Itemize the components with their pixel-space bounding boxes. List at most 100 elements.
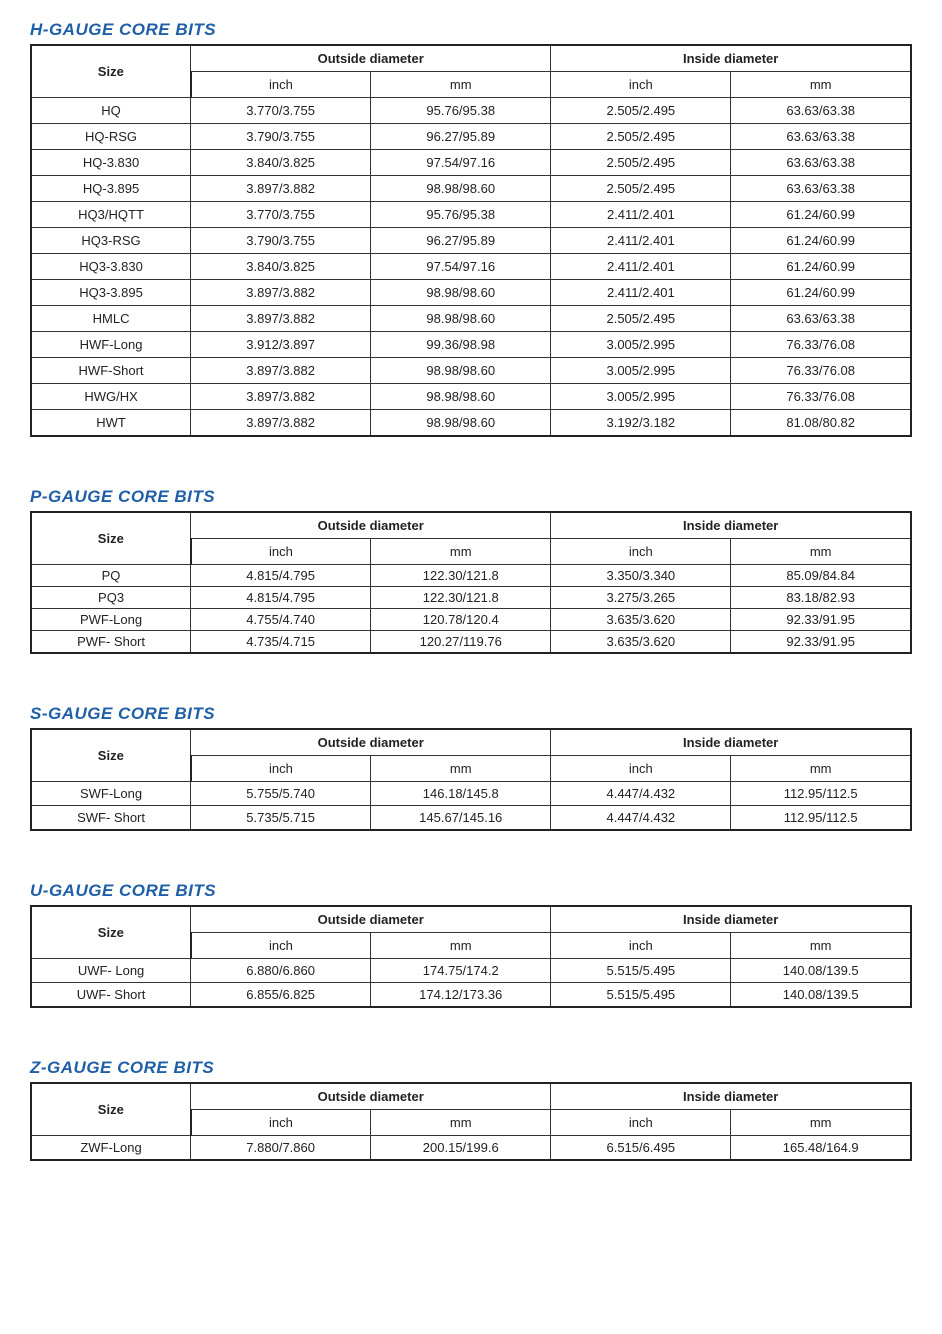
table-cell: 165.48/164.9 bbox=[731, 1136, 911, 1161]
table-row: HQ3-RSG3.790/3.75596.27/95.892.411/2.401… bbox=[31, 228, 911, 254]
table-cell: 2.411/2.401 bbox=[551, 280, 731, 306]
table-cell: 3.635/3.620 bbox=[551, 631, 731, 654]
table-cell: SWF- Short bbox=[31, 806, 191, 831]
col-header-size: Size bbox=[31, 906, 191, 959]
table-cell: HQ3-3.830 bbox=[31, 254, 191, 280]
table-cell: HQ-RSG bbox=[31, 124, 191, 150]
table-cell: 2.505/2.495 bbox=[551, 98, 731, 124]
table-cell: 5.515/5.495 bbox=[551, 983, 731, 1008]
table-cell: 83.18/82.93 bbox=[731, 587, 911, 609]
table-cell: 3.192/3.182 bbox=[551, 410, 731, 437]
table-cell: 145.67/145.16 bbox=[371, 806, 551, 831]
table-cell: PQ3 bbox=[31, 587, 191, 609]
table-cell: PQ bbox=[31, 565, 191, 587]
table-row: HWF-Long3.912/3.89799.36/98.983.005/2.99… bbox=[31, 332, 911, 358]
col-subheader-inch: inch bbox=[551, 756, 731, 782]
table-row: HWF-Short3.897/3.88298.98/98.603.005/2.9… bbox=[31, 358, 911, 384]
col-header-inside: Inside diameter bbox=[551, 729, 911, 756]
table-row: HWT3.897/3.88298.98/98.603.192/3.18281.0… bbox=[31, 410, 911, 437]
table-cell: 81.08/80.82 bbox=[731, 410, 911, 437]
table-cell: 4.447/4.432 bbox=[551, 806, 731, 831]
table-cell: 63.63/63.38 bbox=[731, 306, 911, 332]
col-subheader-mm: mm bbox=[731, 539, 911, 565]
section-4: Z-GAUGE CORE BITSSizeOutside diameterIns… bbox=[30, 1058, 912, 1161]
col-subheader-inch: inch bbox=[191, 933, 371, 959]
table-cell: 3.635/3.620 bbox=[551, 609, 731, 631]
table-cell: 200.15/199.6 bbox=[371, 1136, 551, 1161]
table-cell: 4.755/4.740 bbox=[191, 609, 371, 631]
table-cell: 98.98/98.60 bbox=[371, 358, 551, 384]
col-subheader-inch: inch bbox=[191, 72, 371, 98]
table-cell: 2.505/2.495 bbox=[551, 176, 731, 202]
table-cell: 140.08/139.5 bbox=[731, 959, 911, 983]
table-cell: 97.54/97.16 bbox=[371, 150, 551, 176]
col-subheader-inch: inch bbox=[551, 933, 731, 959]
table-cell: 61.24/60.99 bbox=[731, 202, 911, 228]
data-table: SizeOutside diameterInside diameterinchm… bbox=[30, 511, 912, 654]
table-cell: HQ3/HQTT bbox=[31, 202, 191, 228]
table-row: HQ-3.8303.840/3.82597.54/97.162.505/2.49… bbox=[31, 150, 911, 176]
table-cell: 61.24/60.99 bbox=[731, 280, 911, 306]
table-cell: 61.24/60.99 bbox=[731, 254, 911, 280]
table-cell: 174.12/173.36 bbox=[371, 983, 551, 1008]
data-table: SizeOutside diameterInside diameterinchm… bbox=[30, 728, 912, 831]
table-cell: 2.505/2.495 bbox=[551, 150, 731, 176]
table-cell: 3.840/3.825 bbox=[191, 254, 371, 280]
col-header-inside: Inside diameter bbox=[551, 45, 911, 72]
col-subheader-mm: mm bbox=[731, 72, 911, 98]
table-row: PWF- Short4.735/4.715120.27/119.763.635/… bbox=[31, 631, 911, 654]
table-cell: SWF-Long bbox=[31, 782, 191, 806]
table-cell: 85.09/84.84 bbox=[731, 565, 911, 587]
table-cell: 4.735/4.715 bbox=[191, 631, 371, 654]
table-cell: 63.63/63.38 bbox=[731, 176, 911, 202]
table-row: HQ3/HQTT3.770/3.75595.76/95.382.411/2.40… bbox=[31, 202, 911, 228]
table-cell: 95.76/95.38 bbox=[371, 202, 551, 228]
section-1: P-GAUGE CORE BITSSizeOutside diameterIns… bbox=[30, 487, 912, 654]
table-row: SWF- Short5.735/5.715145.67/145.164.447/… bbox=[31, 806, 911, 831]
col-subheader-mm: mm bbox=[731, 1110, 911, 1136]
table-cell: 174.75/174.2 bbox=[371, 959, 551, 983]
data-table: SizeOutside diameterInside diameterinchm… bbox=[30, 1082, 912, 1161]
table-cell: ZWF-Long bbox=[31, 1136, 191, 1161]
section-title: H-GAUGE CORE BITS bbox=[30, 20, 912, 40]
table-cell: 3.897/3.882 bbox=[191, 384, 371, 410]
table-cell: 3.005/2.995 bbox=[551, 358, 731, 384]
table-cell: HQ-3.895 bbox=[31, 176, 191, 202]
table-cell: 6.855/6.825 bbox=[191, 983, 371, 1008]
table-cell: 5.515/5.495 bbox=[551, 959, 731, 983]
table-cell: HWF-Short bbox=[31, 358, 191, 384]
table-cell: 6.880/6.860 bbox=[191, 959, 371, 983]
table-cell: 122.30/121.8 bbox=[371, 587, 551, 609]
table-cell: 98.98/98.60 bbox=[371, 176, 551, 202]
table-cell: HWG/HX bbox=[31, 384, 191, 410]
table-cell: 2.505/2.495 bbox=[551, 306, 731, 332]
table-cell: 3.275/3.265 bbox=[551, 587, 731, 609]
table-row: ZWF-Long7.880/7.860200.15/199.66.515/6.4… bbox=[31, 1136, 911, 1161]
table-cell: 63.63/63.38 bbox=[731, 98, 911, 124]
table-cell: 76.33/76.08 bbox=[731, 332, 911, 358]
table-cell: 2.411/2.401 bbox=[551, 202, 731, 228]
table-cell: UWF- Short bbox=[31, 983, 191, 1008]
col-header-outside: Outside diameter bbox=[191, 729, 551, 756]
table-cell: 92.33/91.95 bbox=[731, 631, 911, 654]
table-row: UWF- Long6.880/6.860174.75/174.25.515/5.… bbox=[31, 959, 911, 983]
table-cell: 4.447/4.432 bbox=[551, 782, 731, 806]
table-cell: 5.755/5.740 bbox=[191, 782, 371, 806]
table-cell: 61.24/60.99 bbox=[731, 228, 911, 254]
table-cell: 3.897/3.882 bbox=[191, 280, 371, 306]
col-header-size: Size bbox=[31, 1083, 191, 1136]
table-row: HWG/HX3.897/3.88298.98/98.603.005/2.9957… bbox=[31, 384, 911, 410]
table-cell: 112.95/112.5 bbox=[731, 806, 911, 831]
table-cell: 3.897/3.882 bbox=[191, 176, 371, 202]
col-subheader-mm: mm bbox=[371, 72, 551, 98]
table-cell: 140.08/139.5 bbox=[731, 983, 911, 1008]
col-header-inside: Inside diameter bbox=[551, 1083, 911, 1110]
table-cell: 7.880/7.860 bbox=[191, 1136, 371, 1161]
table-cell: 3.005/2.995 bbox=[551, 332, 731, 358]
table-row: HMLC3.897/3.88298.98/98.602.505/2.49563.… bbox=[31, 306, 911, 332]
col-header-outside: Outside diameter bbox=[191, 1083, 551, 1110]
table-cell: 95.76/95.38 bbox=[371, 98, 551, 124]
table-cell: 3.770/3.755 bbox=[191, 202, 371, 228]
table-cell: 6.515/6.495 bbox=[551, 1136, 731, 1161]
table-cell: 92.33/91.95 bbox=[731, 609, 911, 631]
